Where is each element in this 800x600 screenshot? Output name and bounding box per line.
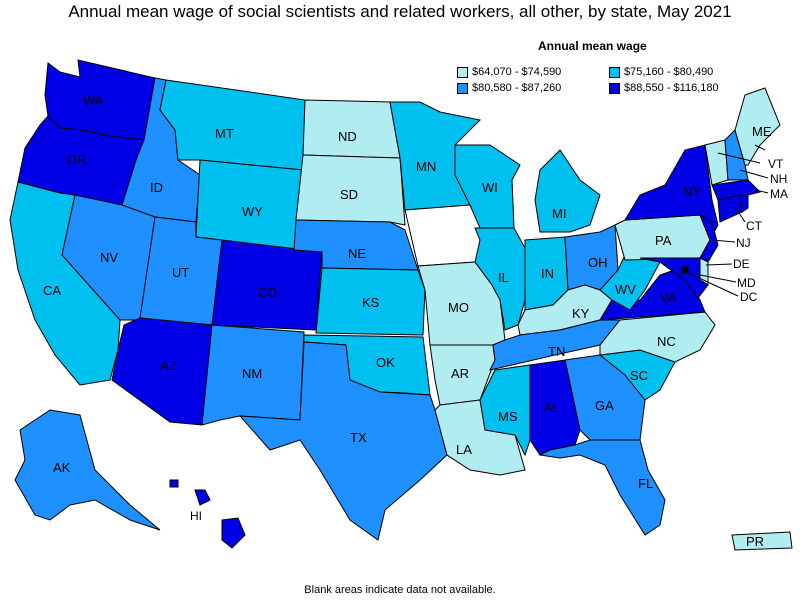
state-KS[interactable]: [315, 267, 426, 336]
legend-swatch-1: [457, 66, 468, 78]
label-MN: MN: [416, 159, 436, 174]
label-DE: DE: [733, 257, 750, 271]
state-NC[interactable]: [599, 311, 716, 363]
map-title: Annual mean wage of social scientists an…: [68, 2, 732, 21]
state-TX[interactable]: [238, 341, 448, 541]
leader-ma: [755, 189, 769, 194]
legend-item-4: $88,550 - $116,180: [609, 81, 761, 95]
label-NM: NM: [242, 366, 262, 381]
label-CO: CO: [258, 285, 278, 300]
legend-swatch-3: [457, 82, 468, 94]
label-PR: PR: [746, 534, 764, 549]
label-TN: TN: [548, 344, 565, 359]
label-IN: IN: [541, 266, 554, 281]
label-GA: GA: [595, 398, 614, 413]
label-WA: WA: [83, 93, 104, 108]
label-WI: WI: [482, 180, 498, 195]
label-NE: NE: [348, 246, 366, 261]
label-MT: MT: [215, 126, 234, 141]
legend-item-1: $64,070 - $74,590: [457, 65, 609, 79]
label-DC: DC: [740, 290, 758, 304]
label-MA: MA: [770, 187, 788, 201]
state-HI-islands[interactable]: [169, 479, 179, 488]
label-TX: TX: [350, 430, 367, 445]
legend-label-3: $80,580 - $87,260: [472, 82, 562, 94]
leader-ct: [734, 206, 746, 223]
state-HI[interactable]: [221, 517, 246, 549]
label-KS: KS: [362, 295, 380, 310]
state-labels: WA OR CA ID NV MT WY UT AZ CO NM ND SD N…: [43, 93, 788, 549]
state-FL[interactable]: [538, 439, 666, 536]
leader-nh: [739, 169, 769, 179]
label-ID: ID: [150, 180, 163, 195]
label-PA: PA: [655, 233, 672, 248]
legend-item-3: $80,580 - $87,260: [457, 81, 609, 95]
legend: $64,070 - $74,590 $75,160 - $80,490 $80,…: [457, 65, 797, 95]
legend-title: Annual mean wage: [538, 39, 647, 53]
state-SD[interactable]: [295, 154, 406, 226]
label-NV: NV: [100, 250, 118, 265]
legend-label-4: $88,550 - $116,180: [624, 82, 719, 94]
legend-label-1: $64,070 - $74,590: [472, 66, 562, 78]
label-SC: SC: [630, 368, 648, 383]
dc-marker: [682, 267, 688, 273]
label-VA: VA: [660, 290, 677, 305]
label-UT: UT: [172, 265, 189, 280]
label-NH: NH: [770, 172, 787, 186]
label-KY: KY: [572, 306, 590, 321]
leader-ri: [754, 144, 766, 151]
label-LA: LA: [456, 442, 472, 457]
label-HI: HI: [190, 509, 202, 523]
legend-label-2: $75,160 - $80,490: [624, 66, 714, 78]
label-CT: CT: [746, 219, 763, 233]
state-MI[interactable]: [534, 149, 601, 233]
state-MD[interactable]: [639, 257, 709, 299]
leader-md: [699, 274, 737, 283]
label-MD: MD: [737, 276, 756, 290]
label-AK: AK: [53, 460, 71, 475]
leader-vt: [717, 152, 761, 164]
label-MS: MS: [498, 409, 518, 424]
label-NC: NC: [657, 334, 676, 349]
state-PR[interactable]: [731, 531, 793, 551]
state-HI-maui[interactable]: [194, 489, 211, 506]
state-IL[interactable]: [474, 227, 526, 331]
leader-de: [705, 263, 733, 266]
label-AR: AR: [451, 366, 469, 381]
state-AK[interactable]: [14, 409, 161, 531]
label-MO: MO: [448, 300, 469, 315]
label-MI: MI: [552, 206, 566, 221]
label-WV: WV: [615, 282, 636, 297]
label-OR: OR: [67, 152, 87, 167]
label-OH: OH: [588, 255, 608, 270]
state-RI[interactable]: [739, 194, 749, 213]
legend-item-2: $75,160 - $80,490: [609, 65, 761, 79]
state-ME[interactable]: [734, 87, 781, 166]
label-ME: ME: [752, 124, 772, 139]
state-NH[interactable]: [724, 129, 749, 181]
label-NJ: NJ: [736, 236, 751, 250]
label-SD: SD: [340, 187, 358, 202]
state-MT[interactable]: [159, 79, 306, 171]
label-CA: CA: [43, 283, 61, 298]
footnote: Blank areas indicate data not available.: [304, 584, 496, 596]
legend-swatch-4: [609, 82, 620, 94]
label-ND: ND: [338, 129, 357, 144]
label-IL: IL: [498, 270, 509, 285]
leader-nj: [711, 239, 736, 243]
label-VT: VT: [768, 157, 784, 171]
legend-swatch-2: [609, 66, 620, 78]
label-NY: NY: [683, 184, 701, 199]
leader-dc: [685, 271, 739, 297]
label-WY: WY: [242, 204, 263, 219]
leader-lines: [685, 144, 769, 297]
label-AZ: AZ: [160, 358, 177, 373]
label-FL: FL: [638, 476, 653, 491]
label-OK: OK: [376, 355, 395, 370]
label-AL: AL: [544, 400, 560, 415]
